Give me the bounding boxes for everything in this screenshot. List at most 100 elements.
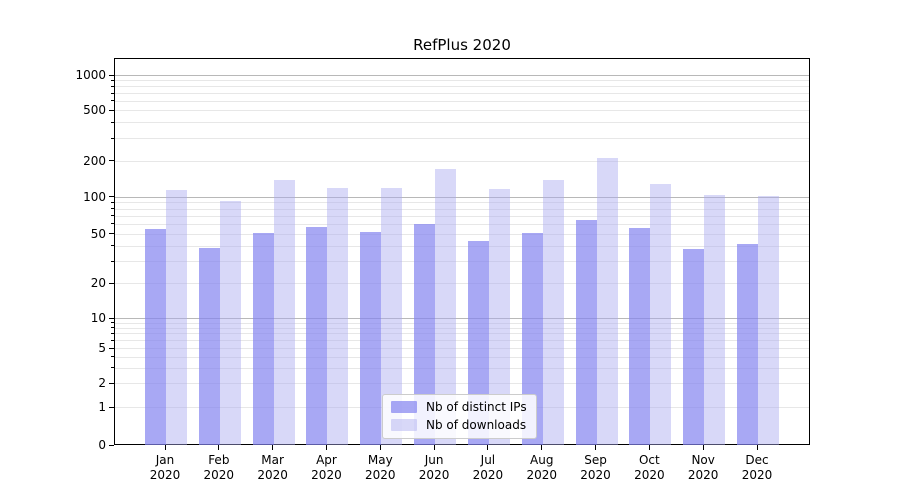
gridline-8 [115, 327, 809, 329]
y-minortick-8 [111, 327, 114, 329]
bar-downloads-nov-2020 [704, 194, 726, 445]
gridline-6 [115, 340, 809, 342]
plot-area [114, 58, 810, 445]
bar-ips-jun-2020 [414, 223, 436, 445]
y-tick-label-10: 10 [90, 311, 106, 325]
x-tick-label-jan: Jan 2020 [149, 453, 181, 482]
gridline-70 [115, 215, 809, 217]
y-tick-100 [109, 196, 114, 198]
y-minortick-500 [111, 109, 114, 111]
x-tick-jul [487, 445, 489, 450]
bar-ips-jan-2020 [145, 229, 166, 445]
bar-downloads-aug-2020 [542, 180, 564, 445]
gridline-3 [115, 367, 809, 369]
y-tick-1000 [109, 74, 114, 76]
y-tick-label-200: 200 [83, 153, 106, 168]
gridline-9 [115, 322, 809, 324]
bar-ips-may-2020 [360, 232, 382, 445]
x-tick-label-nov: Nov 2020 [687, 453, 719, 482]
gridline-700 [115, 93, 809, 94]
bar-downloads-jun-2020 [435, 169, 457, 445]
y-tick-label-500: 500 [83, 103, 106, 117]
y-tick-label-20: 20 [90, 276, 106, 290]
bar-ips-mar-2020 [252, 233, 274, 445]
x-tick-oct [648, 445, 650, 450]
x-tick-label-aug: Aug 2020 [526, 453, 557, 482]
gridline-2 [115, 383, 809, 384]
x-tick-label-may: May 2020 [364, 453, 396, 482]
y-minortick-6 [111, 339, 114, 341]
legend-row-downloads: Nb of downloads [391, 418, 527, 432]
gridline-400 [115, 122, 809, 124]
gridline-4 [115, 356, 809, 358]
gridline-1000 [115, 75, 809, 76]
bar-downloads-dec-2020 [758, 195, 779, 445]
y-minortick-50 [111, 233, 114, 234]
legend-swatch-ips-icon [391, 401, 417, 413]
legend-swatch-downloads-icon [391, 419, 417, 431]
y-minortick-2 [111, 382, 114, 384]
y-minortick-9 [111, 322, 114, 324]
gridline-500 [115, 110, 809, 111]
y-tick-label-50: 50 [90, 226, 106, 241]
gridline-800 [115, 86, 809, 88]
y-minortick-200 [111, 160, 114, 161]
y-tick-10 [109, 317, 114, 319]
y-tick-label-1: 1 [98, 400, 106, 414]
bar-downloads-apr-2020 [327, 187, 349, 445]
y-minortick-900 [111, 79, 114, 81]
y-minortick-300 [111, 137, 114, 139]
legend-row-ips: Nb of distinct IPs [391, 400, 527, 414]
legend-label-downloads: Nb of downloads [426, 418, 527, 432]
x-tick-label-dec: Dec 2020 [741, 453, 773, 482]
gridline-900 [115, 80, 809, 82]
bar-ips-oct-2020 [629, 228, 651, 445]
x-tick-feb [218, 445, 220, 450]
bar-downloads-jan-2020 [166, 190, 187, 445]
x-tick-aug [541, 445, 543, 450]
x-tick-label-sep: Sep 2020 [580, 453, 611, 482]
x-tick-label-feb: Feb 2020 [203, 453, 235, 482]
bar-ips-sep-2020 [575, 219, 597, 445]
legend-label-ips: Nb of distinct IPs [426, 400, 527, 414]
bar-downloads-mar-2020 [273, 180, 295, 445]
y-minortick-4 [111, 356, 114, 358]
x-tick-dec [756, 445, 758, 450]
x-tick-jan [164, 445, 166, 450]
gridline-30 [115, 261, 809, 263]
x-tick-nov [702, 445, 704, 450]
x-tick-label-apr: Apr 2020 [311, 453, 342, 482]
y-tick-label-100: 100 [83, 189, 106, 204]
y-tick-label-1000: 1000 [75, 68, 106, 82]
gridline-20 [115, 283, 809, 284]
x-tick-mar [272, 445, 274, 450]
x-tick-may [379, 445, 381, 450]
x-tick-apr [325, 445, 327, 450]
x-tick-sep [595, 445, 597, 450]
gridline-90 [115, 202, 809, 204]
gridline-80 [115, 208, 809, 210]
y-minortick-400 [111, 121, 114, 123]
x-tick-label-jun: Jun 2020 [418, 453, 450, 482]
bar-ips-feb-2020 [198, 247, 220, 445]
y-minortick-7 [111, 332, 114, 334]
y-minortick-90 [111, 201, 114, 203]
gridline-300 [115, 138, 809, 140]
chart-title: RefPlus 2020 [413, 36, 511, 54]
x-tick-label-oct: Oct 2020 [634, 453, 665, 482]
legend: Nb of distinct IPs Nb of downloads [382, 394, 537, 439]
gridline-600 [115, 100, 809, 102]
gridline-5 [115, 348, 809, 349]
bar-ips-aug-2020 [521, 233, 543, 445]
bar-downloads-jul-2020 [488, 189, 510, 445]
y-minortick-20 [111, 282, 114, 284]
bar-downloads-oct-2020 [650, 184, 672, 445]
gridline-7 [115, 333, 809, 335]
bar-ips-apr-2020 [306, 226, 328, 445]
bar-downloads-feb-2020 [219, 200, 241, 445]
y-minortick-40 [111, 245, 114, 247]
y-minortick-70 [111, 215, 114, 217]
x-tick-label-jul: Jul 2020 [472, 453, 504, 482]
y-tick-1 [109, 406, 114, 408]
